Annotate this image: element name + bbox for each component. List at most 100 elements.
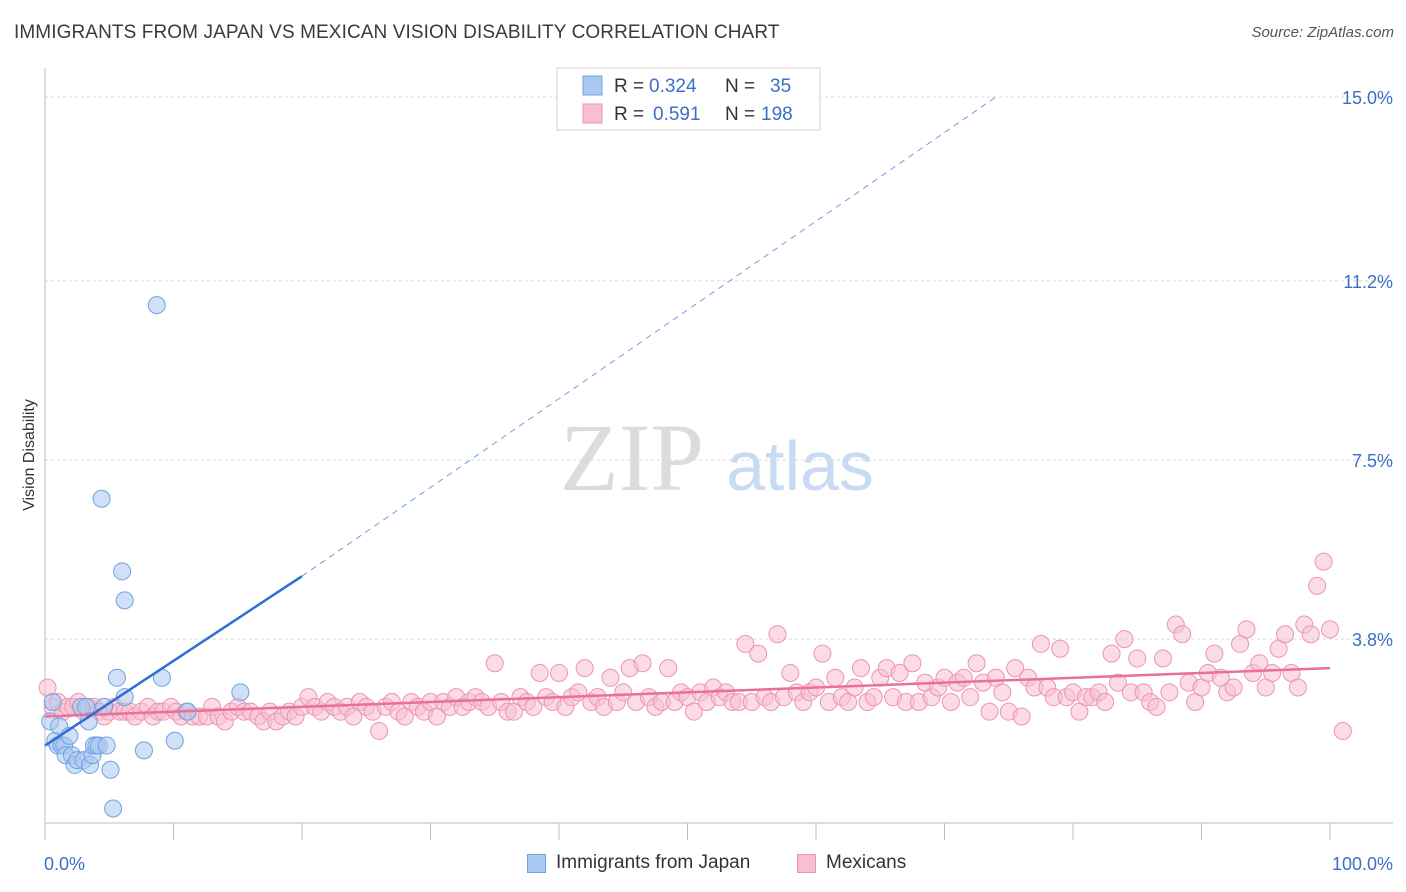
mexican-point — [485, 654, 504, 673]
mexican-point — [659, 659, 678, 678]
mexican-point — [1308, 576, 1327, 595]
legend-bottom-label-japan: Immigrants from Japan — [556, 852, 751, 873]
legend-bottom-swatch-japan — [527, 853, 546, 873]
mexican-point — [601, 668, 620, 687]
japan-point — [113, 562, 132, 581]
mexican-point — [1147, 697, 1166, 716]
mexican-point — [980, 702, 999, 721]
y-tick-label-0: 3.8% — [1352, 630, 1393, 650]
mexican-point — [1301, 625, 1320, 644]
japan-point — [134, 741, 153, 760]
mexican-point — [1237, 620, 1256, 639]
zipatlas-watermark: ZIP atlas — [560, 404, 874, 511]
legend-bottom-swatch-mexicans — [797, 853, 816, 873]
japan-point — [97, 736, 116, 755]
legend-item-mexicans: Mexicans — [797, 852, 906, 874]
x-tick-label-1: 100.0% — [1332, 854, 1393, 874]
mexican-point — [1031, 634, 1050, 653]
mexican-point — [1096, 693, 1115, 711]
legend-mexicans-r-label: R = — [614, 104, 644, 125]
japan-points — [41, 296, 250, 818]
mexican-point — [1333, 722, 1352, 741]
mexican-point — [1128, 649, 1147, 668]
mexican-point — [1115, 630, 1134, 649]
mexican-point — [961, 688, 980, 707]
mexican-point — [967, 654, 986, 673]
mexican-point — [1276, 625, 1295, 644]
japan-point — [104, 799, 123, 818]
mexican-point — [749, 644, 768, 663]
legend-mexicans-n-label: N = — [725, 104, 755, 125]
mexican-point — [1314, 552, 1333, 571]
japan-point — [43, 693, 62, 711]
legend-swatch-japan — [582, 75, 603, 96]
mexican-point — [826, 668, 845, 687]
watermark-zip: ZIP — [560, 404, 704, 511]
tick-labels: 3.8% 7.5% 11.2% 15.0% 0.0% 100.0% — [44, 88, 1393, 874]
legend-bottom-label-mexicans: Mexicans — [826, 852, 907, 873]
mexican-point — [1051, 639, 1070, 658]
legend-japan-r-value: 0.324 — [649, 76, 697, 97]
legend-japan-r-label: R = — [614, 76, 644, 97]
mexican-point — [1224, 678, 1243, 697]
mexican-point — [903, 654, 922, 673]
mexican-point — [684, 702, 703, 721]
mexican-point — [768, 625, 787, 644]
japan-point — [147, 296, 166, 315]
mexican-point — [633, 654, 652, 673]
mexican-point — [550, 663, 568, 682]
y-tick-label-3: 15.0% — [1342, 88, 1393, 108]
mexican-point — [530, 663, 549, 682]
mexicans-points — [38, 552, 1352, 741]
mexican-point — [1012, 707, 1031, 726]
legend-top: R = 0.324 N = 35 R = 0.591 N = 198 — [556, 67, 821, 131]
mexican-point — [370, 722, 389, 741]
mexican-point — [1173, 625, 1192, 644]
japan-point — [115, 591, 134, 610]
mexican-point — [1153, 649, 1172, 668]
mexican-point — [1205, 644, 1224, 663]
mexican-point — [864, 688, 883, 707]
source-note: Source: ZipAtlas.com — [1251, 24, 1394, 41]
mexican-point — [1102, 644, 1121, 663]
japan-point — [231, 683, 250, 702]
japan-point — [107, 668, 126, 687]
mexican-point — [1108, 673, 1127, 692]
axes — [44, 68, 1393, 840]
legend-bottom: Immigrants from Japan Mexicans — [0, 852, 1406, 878]
japan-trend-extension — [301, 96, 997, 577]
japan-point — [165, 731, 184, 750]
japan-point — [101, 760, 120, 779]
mexican-point — [1263, 663, 1282, 682]
trend-lines — [44, 96, 1331, 747]
legend-swatch-mexicans — [582, 103, 603, 124]
chart-title: IMMIGRANTS FROM JAPAN VS MEXICAN VISION … — [14, 22, 780, 43]
mexican-point — [993, 683, 1012, 702]
x-tick-label-0: 0.0% — [44, 854, 85, 874]
y-tick-label-1: 7.5% — [1352, 451, 1393, 471]
mexican-point — [781, 663, 800, 682]
watermark-atlas: atlas — [726, 427, 874, 505]
legend-japan-n-label: N = — [725, 76, 755, 97]
mexican-point — [890, 663, 909, 682]
y-tick-label-2: 11.2% — [1343, 272, 1393, 292]
mexican-point — [954, 668, 973, 687]
mexican-point — [813, 644, 832, 663]
mexican-point — [736, 634, 755, 653]
mexican-point — [1006, 659, 1025, 678]
mexicans-trend-line — [44, 666, 1331, 718]
mexican-point — [1288, 678, 1307, 697]
mexican-point — [851, 659, 870, 678]
japan-trend-line — [44, 575, 303, 747]
legend-mexicans-n-value: 198 — [761, 104, 793, 125]
mexican-point — [1321, 620, 1339, 639]
mexican-point — [1160, 683, 1179, 702]
mexican-point — [941, 693, 960, 711]
mexican-point — [575, 659, 594, 678]
japan-point — [92, 489, 111, 508]
legend-item-japan: Immigrants from Japan — [527, 852, 750, 874]
grid-lines — [45, 96, 1393, 640]
mexican-point — [614, 683, 633, 702]
legend-japan-n-value: 35 — [770, 76, 791, 97]
